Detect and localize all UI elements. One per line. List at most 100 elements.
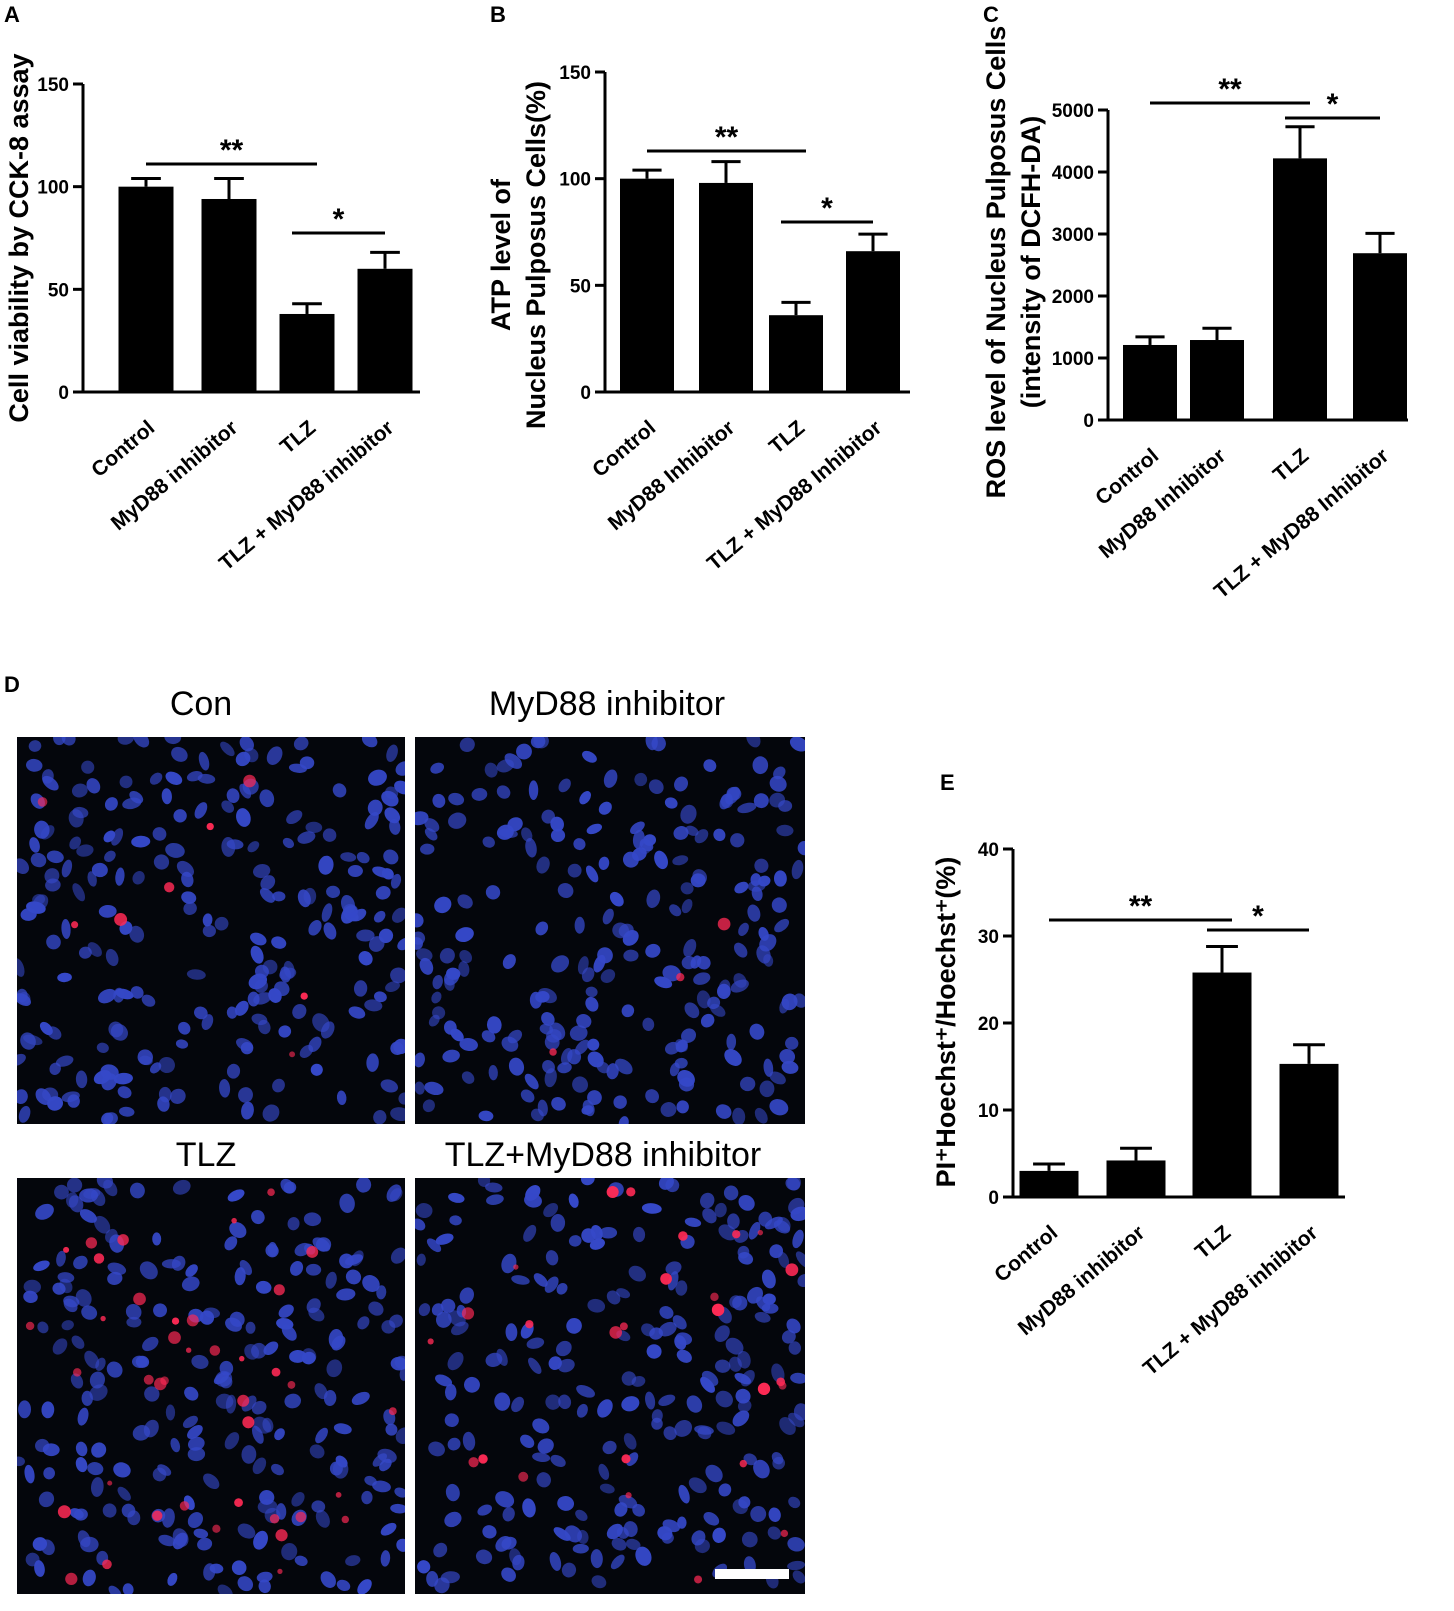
nucleus-blue <box>276 1317 294 1330</box>
pi-positive-nucleus <box>133 1292 146 1306</box>
nucleus-blue <box>241 1445 257 1464</box>
pi-positive-nucleus <box>619 1322 628 1331</box>
micrograph-image <box>17 737 405 1124</box>
nucleus-blue <box>93 1215 111 1234</box>
nucleus-blue <box>752 756 769 775</box>
nucleus-blue <box>714 1325 730 1342</box>
nucleus-blue <box>103 830 116 843</box>
pi-positive-nucleus <box>185 1347 192 1353</box>
nucleus-blue <box>362 1275 380 1292</box>
nucleus-blue <box>678 1484 690 1504</box>
nucleus-blue <box>461 1071 475 1084</box>
micrograph-title: MyD88 inhibitor <box>489 685 725 723</box>
y-axis-title-line: (intensity of DCFH-DA) <box>1016 116 1046 408</box>
nucleus-blue <box>308 920 322 936</box>
nucleus-blue <box>702 1208 717 1224</box>
nucleus-blue <box>779 1049 796 1064</box>
nucleus-blue <box>353 980 368 997</box>
bar <box>699 182 753 392</box>
nucleus-blue <box>740 1370 755 1387</box>
nucleus-blue <box>415 913 424 928</box>
nucleus-blue <box>648 779 664 795</box>
nucleus-blue <box>481 1030 496 1043</box>
nucleus-blue <box>178 1021 191 1035</box>
nucleus-blue <box>496 1348 508 1366</box>
category-label: TLZ + MyD88 inhibitor <box>1139 1221 1322 1380</box>
nucleus-blue <box>328 1328 344 1349</box>
pi-positive-nucleus <box>739 1459 748 1468</box>
nucleus-blue <box>57 1272 75 1283</box>
nucleus-blue <box>158 1534 176 1547</box>
pi-positive-nucleus <box>478 1454 488 1464</box>
nucleus-blue <box>340 894 356 914</box>
nucleus-blue <box>185 1264 198 1277</box>
nucleus-blue <box>252 864 271 879</box>
nucleus-blue <box>556 1282 568 1295</box>
nucleus-blue <box>753 793 769 809</box>
y-axis-title-line: Nucleus Pulposus Cells(%) <box>521 81 551 429</box>
nucleus-blue <box>181 891 197 904</box>
nucleus-blue <box>142 1336 159 1352</box>
nucleus-blue <box>705 1464 723 1483</box>
nucleus-blue <box>524 1193 542 1208</box>
pi-positive-nucleus <box>513 1264 519 1270</box>
nucleus-blue <box>308 1307 325 1322</box>
nucleus-blue <box>741 1531 758 1548</box>
nucleus-blue <box>357 1579 372 1594</box>
nucleus-blue <box>115 867 125 886</box>
nucleus-blue <box>131 835 151 848</box>
nucleus-blue <box>486 1194 504 1205</box>
nucleus-blue <box>451 1321 469 1336</box>
y-tick-label: 3000 <box>1052 225 1094 246</box>
nucleus-blue <box>283 960 295 979</box>
nucleus-blue <box>90 1477 104 1497</box>
pi-positive-nucleus <box>25 1321 35 1331</box>
nucleus-blue <box>574 1039 590 1055</box>
nucleus-blue <box>385 981 400 992</box>
nucleus-blue <box>420 843 435 855</box>
nucleus-blue <box>153 1303 168 1318</box>
nucleus-blue <box>311 1500 326 1513</box>
nucleus-blue <box>52 1338 68 1355</box>
nucleus-blue <box>686 1395 703 1413</box>
nucleus-blue <box>672 855 689 866</box>
nucleus-blue <box>691 1530 706 1546</box>
nucleus-blue <box>545 1250 559 1266</box>
nucleus-blue <box>383 849 399 865</box>
nucleus-blue <box>336 1090 347 1106</box>
nucleus-blue <box>165 1404 176 1421</box>
nucleus-blue <box>113 987 125 1003</box>
nucleus-blue <box>516 743 532 760</box>
nucleus-blue <box>237 1576 254 1592</box>
nucleus-blue <box>26 901 46 914</box>
nucleus-blue <box>309 1444 325 1459</box>
nucleus-blue <box>122 797 142 810</box>
nucleus-blue <box>767 1526 781 1540</box>
nucleus-blue <box>364 999 383 1012</box>
nucleus-blue <box>539 1023 554 1035</box>
nucleus-blue <box>415 811 429 826</box>
nucleus-blue <box>79 1209 97 1223</box>
nucleus-blue <box>278 1025 292 1038</box>
nucleus-blue <box>523 1224 537 1242</box>
nucleus-blue <box>170 1437 181 1453</box>
nucleus-blue <box>416 1253 426 1266</box>
panel-letter: D <box>4 672 20 697</box>
y-tick-label: 2000 <box>1052 287 1094 308</box>
nucleus-blue <box>674 1420 693 1437</box>
nucleus-blue <box>660 1102 677 1117</box>
nucleus-blue <box>290 1260 304 1276</box>
nucleus-blue <box>676 1349 692 1363</box>
nucleus-blue <box>187 1447 206 1462</box>
nucleus-blue <box>194 1006 208 1020</box>
nucleus-blue <box>235 751 251 767</box>
pi-positive-nucleus <box>287 1381 296 1389</box>
nucleus-blue <box>17 1053 26 1066</box>
nucleus-blue <box>737 802 757 814</box>
nucleus-blue <box>375 886 391 900</box>
nucleus-blue <box>435 1311 452 1328</box>
y-tick-label: 4000 <box>1052 163 1094 184</box>
nucleus-blue <box>394 1487 405 1498</box>
nucleus-blue <box>252 1457 267 1475</box>
